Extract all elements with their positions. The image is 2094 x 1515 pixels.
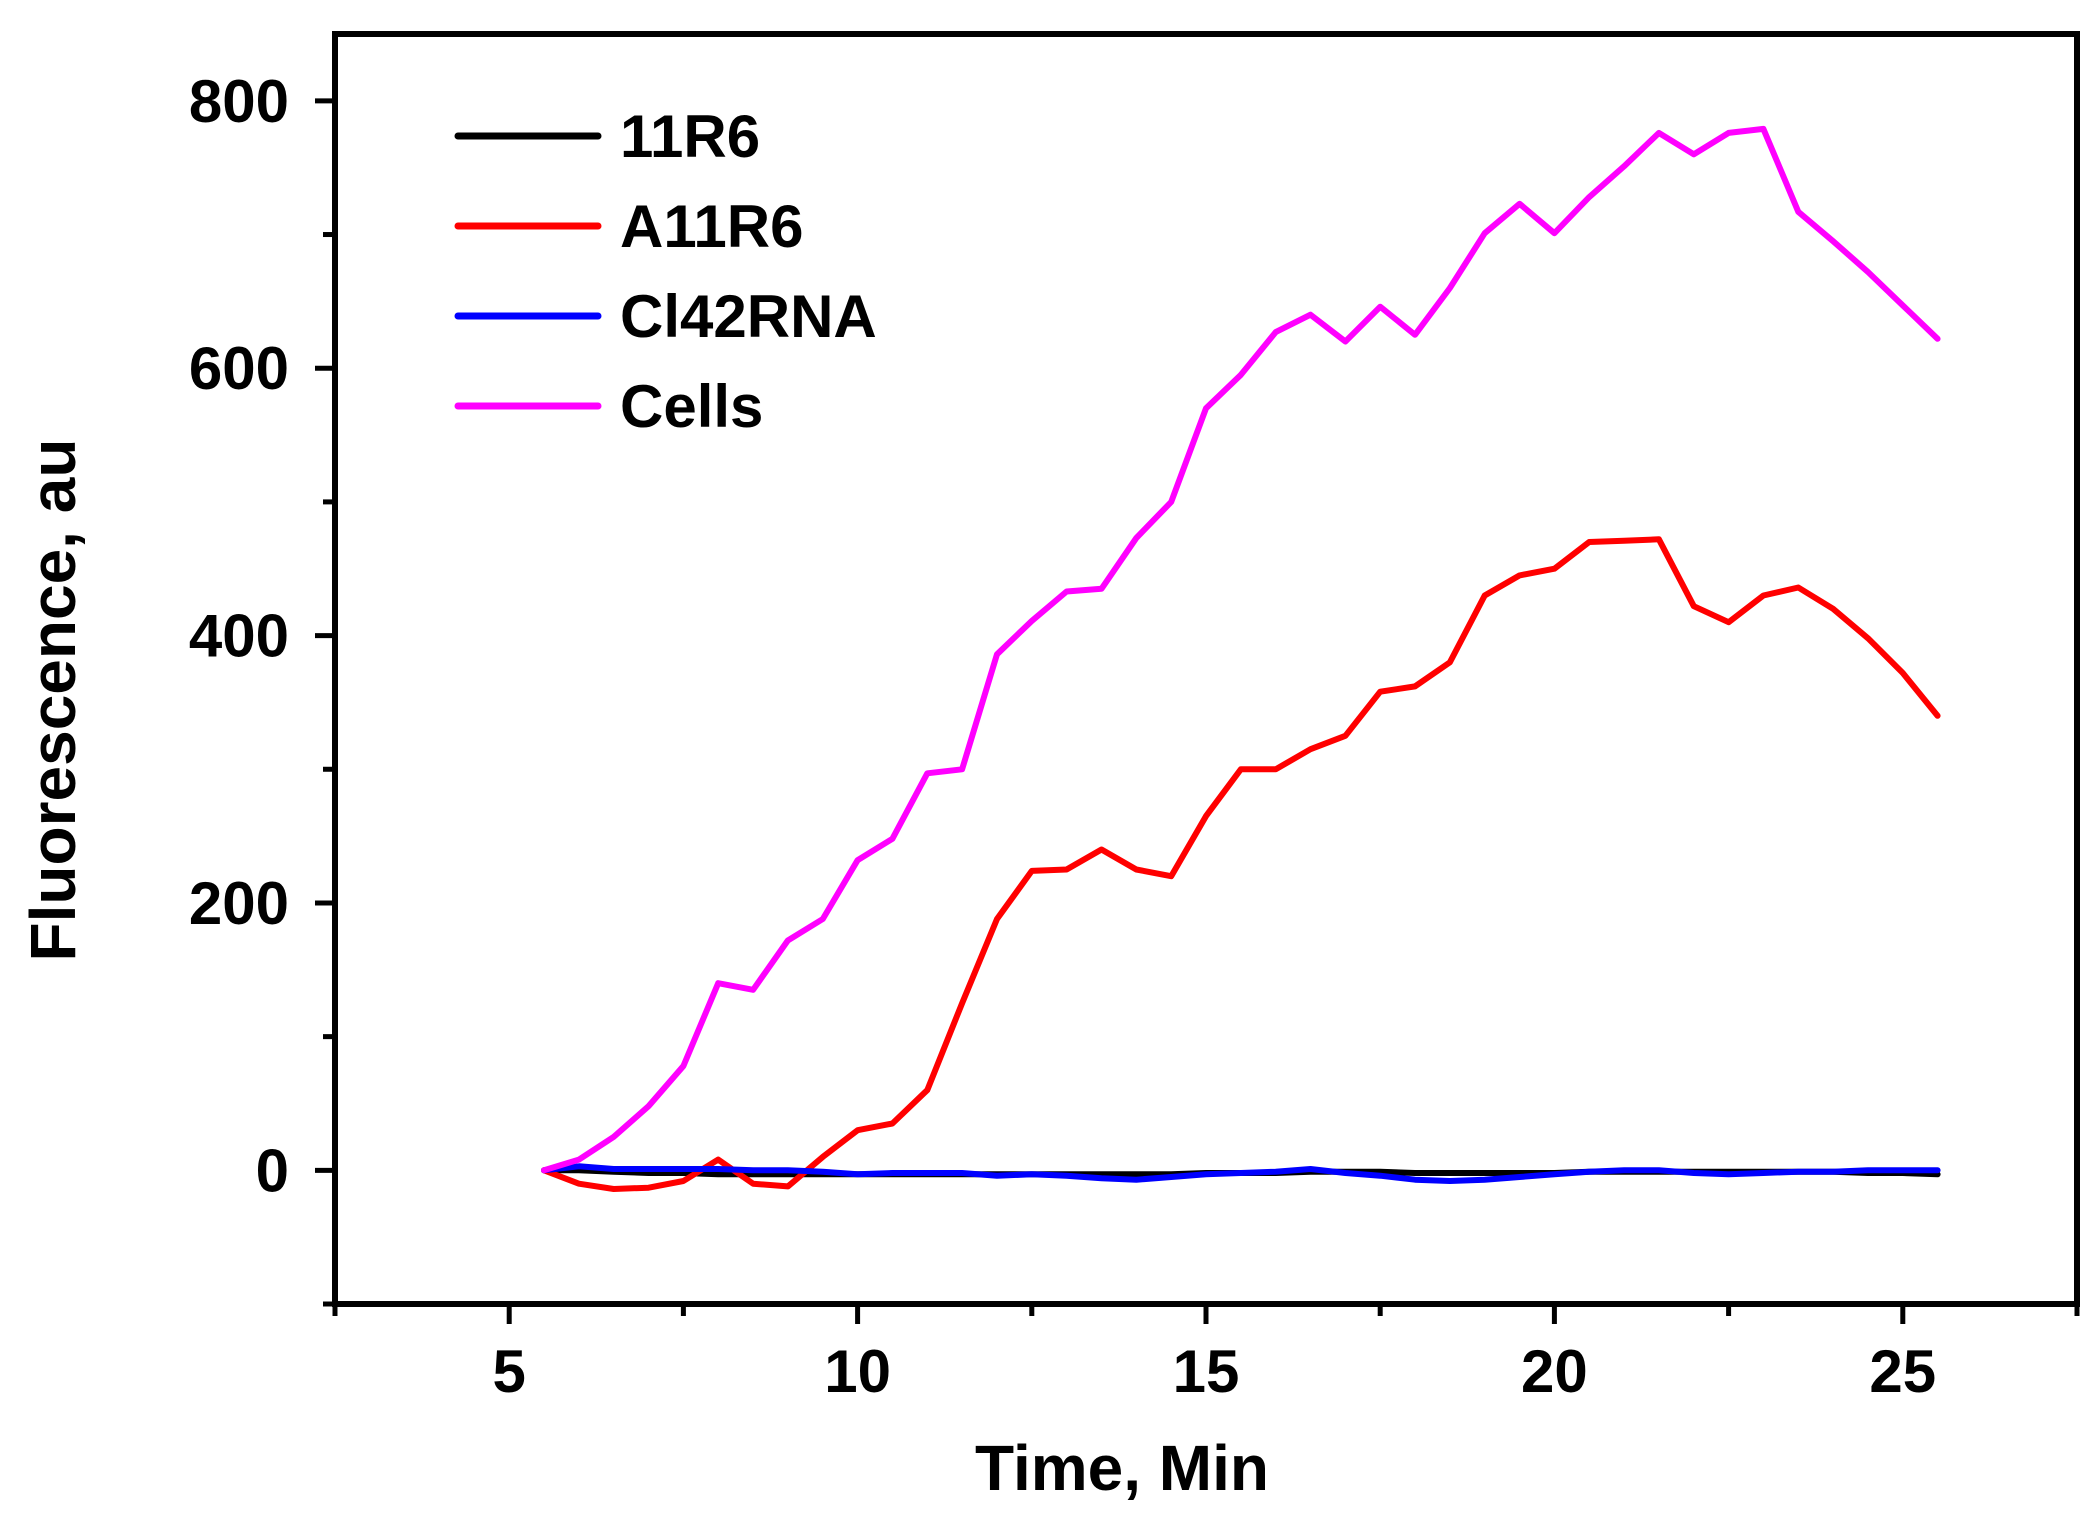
legend-label-a11r6: A11R6 <box>620 193 803 260</box>
x-tick-label-15: 15 <box>1173 1338 1240 1405</box>
y-axis-title: Fluorescence, au <box>17 439 89 962</box>
legend: 11R6 A11R6 Cl42RNA Cells <box>454 103 877 440</box>
series-line-a11r6 <box>541 536 1941 1192</box>
series-line-cl42rna <box>541 1163 1941 1184</box>
x-tick-label-20: 20 <box>1521 1338 1588 1405</box>
y-tick-label-400: 400 <box>189 603 289 670</box>
x-tick-label-10: 10 <box>824 1338 891 1405</box>
x-axis-title: Time, Min <box>975 1432 1269 1504</box>
y-tick-label-800: 800 <box>189 68 289 135</box>
y-tick-label-600: 600 <box>189 335 289 402</box>
series-line-cells <box>541 125 1941 1174</box>
axis-ticks: 5 10 15 20 25 0 200 400 600 800 <box>189 68 2080 1405</box>
y-tick-label-200: 200 <box>189 870 289 937</box>
legend-label-11r6: 11R6 <box>620 103 760 170</box>
legend-label-cells: Cells <box>620 373 763 440</box>
x-tick-label-5: 5 <box>493 1338 526 1405</box>
y-tick-label-0: 0 <box>256 1137 289 1204</box>
series-layer <box>541 125 1941 1192</box>
legend-label-cl42rna: Cl42RNA <box>620 283 877 350</box>
x-tick-label-25: 25 <box>1869 1338 1936 1405</box>
